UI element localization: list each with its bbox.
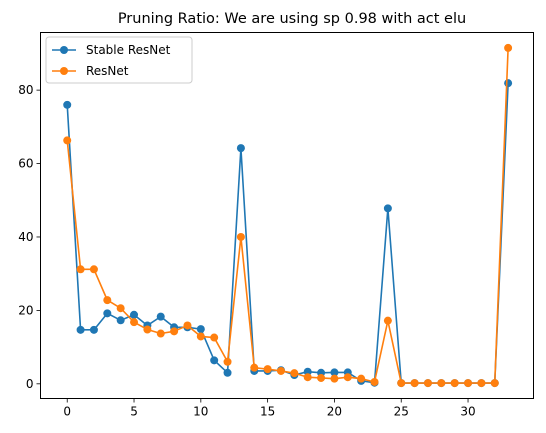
data-point bbox=[504, 79, 513, 88]
data-point bbox=[504, 43, 513, 52]
data-point bbox=[423, 379, 432, 388]
legend-marker bbox=[60, 67, 68, 75]
data-point bbox=[103, 309, 112, 318]
data-point bbox=[370, 377, 379, 386]
data-point bbox=[450, 379, 459, 388]
legend-frame bbox=[45, 36, 193, 84]
chart-title: Pruning Ratio: We are using sp 0.98 with… bbox=[118, 11, 466, 27]
data-point bbox=[303, 373, 312, 382]
data-point bbox=[196, 325, 205, 334]
data-point bbox=[303, 367, 312, 376]
legend-marker bbox=[60, 46, 68, 54]
data-point bbox=[276, 366, 285, 375]
data-point bbox=[223, 357, 232, 366]
data-point bbox=[330, 368, 339, 377]
data-point bbox=[490, 379, 499, 388]
x-tick-label: 5 bbox=[130, 405, 138, 419]
data-point bbox=[116, 304, 125, 313]
data-point bbox=[236, 144, 245, 153]
data-point bbox=[383, 316, 392, 325]
x-tick-label: 20 bbox=[327, 405, 342, 419]
x-tick-label: 25 bbox=[394, 405, 409, 419]
data-point bbox=[103, 296, 112, 305]
data-point bbox=[130, 310, 139, 319]
x-tick-label: 10 bbox=[193, 405, 208, 419]
data-point bbox=[317, 373, 326, 382]
data-point bbox=[143, 325, 152, 334]
data-point bbox=[383, 204, 392, 213]
data-point bbox=[410, 379, 419, 388]
data-point bbox=[210, 333, 219, 342]
series-line-1 bbox=[66, 83, 509, 384]
data-point bbox=[76, 265, 85, 274]
x-tick-label: 15 bbox=[260, 405, 275, 419]
data-point bbox=[290, 369, 299, 378]
data-point bbox=[183, 321, 192, 330]
data-point bbox=[210, 356, 219, 365]
axes-frame bbox=[40, 32, 534, 399]
data-point bbox=[156, 312, 165, 321]
data-point bbox=[263, 365, 272, 374]
y-tick-label: 80 bbox=[18, 83, 33, 97]
data-point bbox=[437, 379, 446, 388]
data-point bbox=[63, 136, 72, 145]
x-tick-label: 0 bbox=[63, 405, 71, 419]
series-line-2 bbox=[66, 47, 509, 384]
data-point bbox=[477, 379, 486, 388]
y-tick-label: 20 bbox=[18, 303, 33, 317]
data-point bbox=[397, 379, 406, 388]
y-tick-label: 0 bbox=[26, 377, 34, 391]
legend-label: Stable ResNet bbox=[86, 43, 171, 57]
data-point bbox=[464, 379, 473, 388]
data-point bbox=[156, 329, 165, 338]
data-point bbox=[236, 232, 245, 241]
data-point bbox=[330, 374, 339, 383]
data-point bbox=[63, 100, 72, 109]
data-point bbox=[76, 325, 85, 334]
data-point bbox=[357, 374, 366, 383]
y-tick-label: 60 bbox=[18, 157, 33, 171]
data-point bbox=[130, 318, 139, 327]
data-point bbox=[250, 363, 259, 372]
x-tick-label: 30 bbox=[460, 405, 475, 419]
data-point bbox=[89, 265, 98, 274]
data-point bbox=[223, 368, 232, 377]
data-point bbox=[116, 316, 125, 325]
data-point bbox=[89, 325, 98, 334]
data-point bbox=[170, 327, 179, 336]
legend: Stable ResNet ResNet bbox=[45, 36, 193, 84]
legend-label: ResNet bbox=[86, 64, 129, 78]
data-point bbox=[196, 332, 205, 341]
y-tick-label: 40 bbox=[18, 230, 33, 244]
data-point bbox=[343, 373, 352, 382]
plot-area bbox=[63, 43, 513, 388]
